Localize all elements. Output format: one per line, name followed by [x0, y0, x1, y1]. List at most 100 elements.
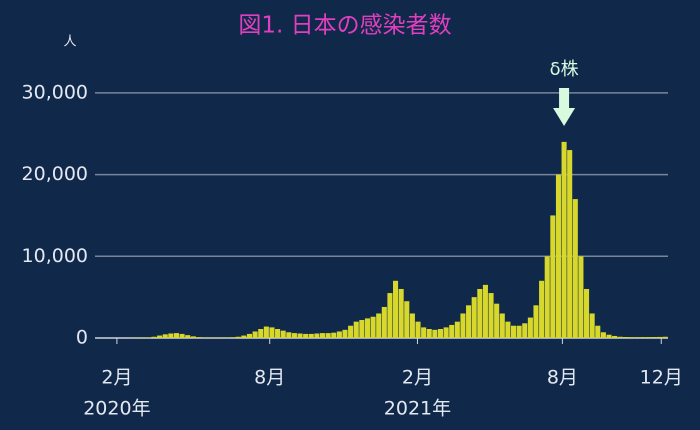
bar: [387, 293, 393, 338]
bar: [235, 336, 241, 338]
bar: [606, 334, 612, 338]
bar: [185, 335, 191, 338]
bar: [269, 327, 275, 338]
y-tick-label: 20,000: [22, 163, 88, 185]
y-tick-label: 10,000: [22, 245, 88, 267]
bar: [516, 325, 522, 338]
bar: [325, 333, 331, 338]
bar: [477, 288, 483, 338]
bar: [505, 321, 511, 338]
bar: [589, 313, 595, 338]
bar: [314, 333, 320, 338]
bar: [561, 141, 567, 338]
bar: [640, 337, 646, 338]
bar: [359, 320, 365, 338]
bar: [275, 329, 281, 338]
chart-title: 図1. 日本の感染者数: [238, 13, 451, 39]
bar: [376, 313, 382, 338]
bar: [168, 333, 174, 338]
bar: [651, 337, 657, 338]
bar: [415, 321, 421, 338]
bar: [634, 337, 640, 338]
x-tick-label: 8月: [254, 367, 285, 389]
bar: [280, 330, 286, 338]
bar: [449, 324, 455, 338]
bar: [196, 337, 202, 338]
bar: [291, 333, 297, 338]
x-tick-label: 2月: [101, 367, 132, 389]
bar: [544, 256, 550, 338]
bar: [157, 335, 163, 338]
bar: [466, 305, 472, 338]
bar: [539, 280, 545, 338]
bar: [550, 215, 556, 338]
bar: [348, 325, 354, 338]
bar: [437, 329, 444, 338]
bar: [510, 325, 517, 338]
bar: [460, 313, 466, 338]
bar: [578, 256, 584, 338]
bar: [370, 316, 376, 338]
annotation-arrow: [553, 88, 576, 126]
bar: [409, 313, 415, 338]
bar: [353, 321, 359, 338]
x-year-label: 2021年: [384, 398, 451, 420]
bar: [286, 332, 292, 338]
bar: [241, 335, 247, 338]
bar: [398, 288, 404, 338]
y-tick-label: 30,000: [22, 81, 88, 103]
x-year-label: 2020年: [83, 398, 150, 420]
bar: [162, 334, 168, 338]
bar: [499, 313, 505, 338]
bar: [336, 331, 342, 338]
bar: [572, 199, 578, 338]
bar: [364, 318, 370, 338]
bar: [331, 332, 337, 338]
bar: [555, 174, 561, 338]
bar: [308, 333, 314, 338]
x-tick-label: 12月: [640, 367, 683, 389]
bar: [527, 317, 533, 338]
bar: [657, 336, 663, 338]
bar: [246, 333, 253, 338]
bar: [522, 323, 528, 338]
bar: [612, 335, 618, 338]
bar: [494, 303, 500, 338]
bar: [617, 336, 623, 338]
bar: [623, 337, 629, 338]
bar: [595, 325, 601, 338]
x-tick-label: 8月: [547, 367, 578, 389]
bar: [488, 293, 494, 338]
bar: [381, 306, 387, 338]
bar: [662, 336, 668, 338]
x-tick-label: 2月: [402, 367, 433, 389]
bar: [404, 301, 410, 338]
bar: [303, 333, 309, 338]
bar: [252, 331, 258, 338]
y-tick-label: 0: [76, 327, 88, 349]
annotation: δ株: [550, 59, 579, 80]
y-unit: 人: [63, 35, 76, 50]
bar: [263, 326, 269, 338]
bar: [443, 327, 449, 338]
bar: [230, 337, 236, 338]
bar: [454, 321, 460, 338]
bar: [319, 333, 326, 338]
bar: [179, 333, 185, 338]
bar: [567, 150, 573, 338]
bar: [584, 288, 590, 338]
bar: [533, 305, 539, 338]
bar: [258, 329, 264, 338]
bar: [628, 337, 635, 338]
bar: [151, 336, 157, 338]
bar: [600, 332, 606, 338]
bar: [173, 333, 179, 338]
bar: [471, 297, 477, 338]
bar: [342, 329, 348, 338]
bar: [393, 280, 399, 338]
bar: [426, 329, 432, 338]
bar: [645, 337, 651, 338]
bar: [482, 284, 488, 338]
